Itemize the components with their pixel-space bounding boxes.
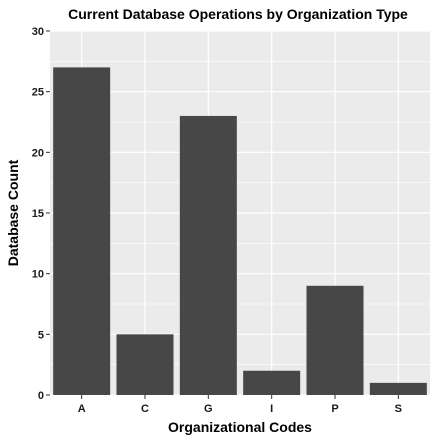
y-axis-ticks: 0 5 10 15 20 25 30 xyxy=(32,26,50,402)
x-tick-label: I xyxy=(270,403,273,415)
bar-G xyxy=(179,115,237,395)
y-tick-label: 0 xyxy=(38,390,44,402)
y-tick-label: 15 xyxy=(32,208,44,220)
x-tick-label: C xyxy=(141,403,149,415)
bar-A xyxy=(53,67,111,396)
x-tick-label: P xyxy=(331,403,338,415)
x-tick-label: A xyxy=(78,403,86,415)
y-tick-label: 5 xyxy=(38,329,44,341)
x-axis-title: Organizational Codes xyxy=(168,419,312,435)
bars xyxy=(53,67,427,396)
y-tick-label: 10 xyxy=(32,269,44,281)
y-tick-label: 20 xyxy=(32,147,44,159)
chart-title: Current Database Operations by Organizat… xyxy=(68,6,408,22)
x-tick-label: G xyxy=(204,403,213,415)
y-tick-label: 25 xyxy=(32,87,44,99)
y-tick-label: 30 xyxy=(32,26,44,38)
y-axis-title: Database Count xyxy=(5,159,21,266)
grid-lines xyxy=(50,30,430,396)
bar-S xyxy=(369,382,427,395)
bar-P xyxy=(306,285,364,395)
bar-I xyxy=(243,370,301,395)
x-tick-label: S xyxy=(395,403,402,415)
bar-C xyxy=(116,334,174,395)
